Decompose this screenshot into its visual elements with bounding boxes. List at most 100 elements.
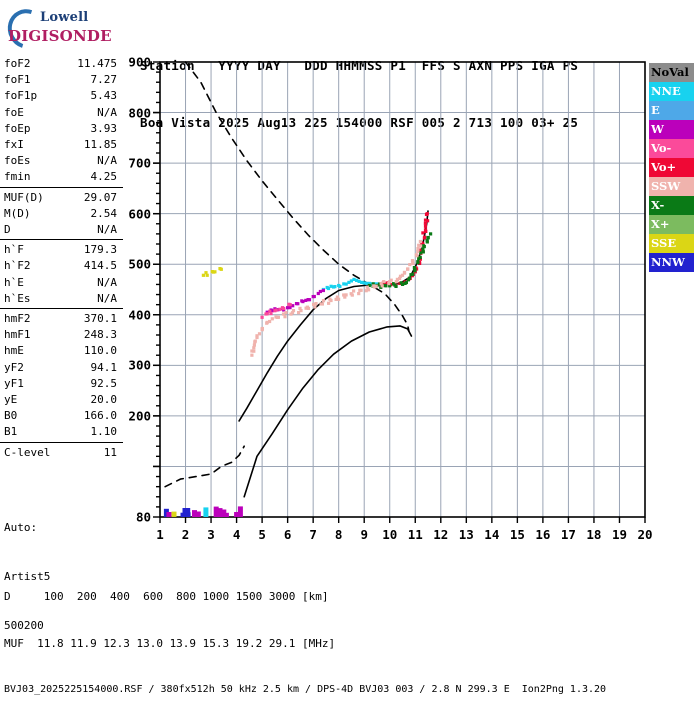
echo-point — [418, 261, 422, 265]
param-row-foep: foEp 3.93 — [0, 121, 123, 137]
series-ssw-pink-echoes — [250, 239, 423, 357]
param-key: C-level — [4, 445, 51, 459]
echo-point — [422, 236, 426, 240]
echo-point — [406, 278, 410, 282]
echo-point — [312, 294, 316, 299]
param-key: MUF(D) — [4, 190, 44, 204]
param-value: N/A — [97, 154, 117, 168]
echo-point — [372, 284, 376, 288]
echo-point — [280, 306, 285, 310]
echo-point — [321, 287, 325, 292]
echo-point — [364, 289, 368, 293]
echo-point — [342, 293, 346, 297]
auto-program: Artist5 — [4, 570, 51, 584]
footer-d-row: D 100 200 400 600 800 1000 1500 3000 [km… — [4, 590, 329, 603]
echo-point — [286, 306, 290, 310]
legend-item-label: SSW — [651, 179, 681, 193]
param-value: 248.3 — [83, 328, 117, 342]
legend-item-sse[interactable]: SSE — [649, 234, 694, 253]
echo-point — [423, 218, 428, 222]
legend-item-nne[interactable]: NNE — [649, 82, 694, 101]
echo-point — [291, 304, 295, 308]
legend-item-x[interactable]: X- — [649, 196, 694, 215]
legend-item-ssw[interactable]: SSW — [649, 177, 694, 196]
noise-marker — [195, 511, 201, 517]
logo-digisonde-text: DIGISONDE — [8, 27, 112, 45]
param-key: yE — [4, 393, 18, 407]
echo-point — [338, 284, 342, 289]
echo-point — [403, 280, 407, 284]
footer-text: D 100 200 400 600 800 1000 1500 3000 [km… — [4, 558, 606, 713]
echo-point — [264, 312, 268, 316]
echo-point — [257, 332, 262, 336]
noise-marker — [183, 509, 188, 517]
echo-point — [406, 267, 410, 271]
param-value: 5.43 — [90, 89, 118, 103]
legend-item-label: SSE — [651, 236, 677, 250]
param-value: 1.10 — [90, 425, 118, 439]
param-value: 110.0 — [83, 344, 117, 358]
echo-point — [277, 308, 281, 312]
curve-true-height-profile-f-region — [238, 210, 429, 422]
echo-point — [360, 280, 364, 284]
legend-item-noval[interactable]: NoVal — [649, 63, 694, 82]
echo-point — [417, 260, 422, 265]
param-row-fof1: foF1 7.27 — [0, 72, 123, 88]
echo-point — [425, 212, 429, 216]
echo-point — [399, 281, 403, 285]
echo-point — [423, 228, 428, 232]
param-key: hmF1 — [4, 328, 31, 342]
param-row-fmin: fmin 4.25 — [0, 169, 123, 185]
series-vo-red-echoes — [377, 212, 430, 288]
echo-point — [274, 308, 278, 312]
param-key: yF2 — [4, 360, 24, 374]
y-axis-tick-label: 700 — [128, 155, 151, 171]
param-value: 370.1 — [83, 312, 117, 326]
legend-item-w[interactable]: W — [649, 120, 694, 139]
echo-point — [250, 353, 254, 357]
x-axis-tick-label: 1 — [156, 527, 164, 542]
legend-item-x[interactable]: X+ — [649, 215, 694, 234]
echo-point — [265, 312, 269, 316]
legend-item-e[interactable]: E — [649, 101, 694, 120]
legend-item-nnw[interactable]: NNW — [649, 253, 694, 272]
echo-point — [419, 244, 423, 248]
echo-point — [358, 288, 362, 292]
echo-point — [255, 335, 259, 340]
legend-item-vo[interactable]: Vo- — [649, 139, 694, 158]
echo-point — [415, 254, 419, 258]
param-value: 11.475 — [77, 57, 117, 70]
echo-point — [392, 282, 396, 286]
param-key: foEp — [4, 121, 31, 135]
noise-marker — [223, 512, 229, 517]
param-row-hes: h`Es N/A — [0, 291, 123, 307]
param-row-hmf1: hmF1 248.3 — [0, 327, 123, 343]
param-key: fxI — [4, 138, 24, 152]
echo-point — [372, 282, 376, 286]
x-axis-tick-label: 14 — [484, 527, 500, 542]
param-key: foF2 — [4, 57, 31, 70]
echo-point — [411, 272, 415, 276]
echo-point — [365, 281, 369, 285]
param-key: h`F — [4, 243, 24, 257]
noise-marker — [213, 506, 219, 517]
echo-point — [383, 282, 387, 286]
legend-item-label: NoVal — [651, 65, 689, 79]
echo-point — [210, 270, 214, 274]
echo-point — [328, 297, 332, 301]
echo-point — [304, 306, 308, 310]
echo-point — [349, 279, 353, 283]
echo-point — [301, 300, 305, 304]
echo-point — [426, 235, 430, 240]
echo-point — [419, 251, 423, 255]
echo-point — [400, 273, 405, 277]
noise-marker-block — [182, 508, 191, 517]
y-axis-tick-label: 900 — [128, 54, 151, 70]
legend-item-vo[interactable]: Vo+ — [649, 158, 694, 177]
x-axis-tick-label: 9 — [360, 527, 368, 542]
echo-point — [255, 334, 259, 338]
echo-point — [274, 315, 278, 319]
echo-point — [395, 277, 399, 281]
param-value: 92.5 — [90, 376, 118, 390]
echo-point — [385, 281, 389, 285]
